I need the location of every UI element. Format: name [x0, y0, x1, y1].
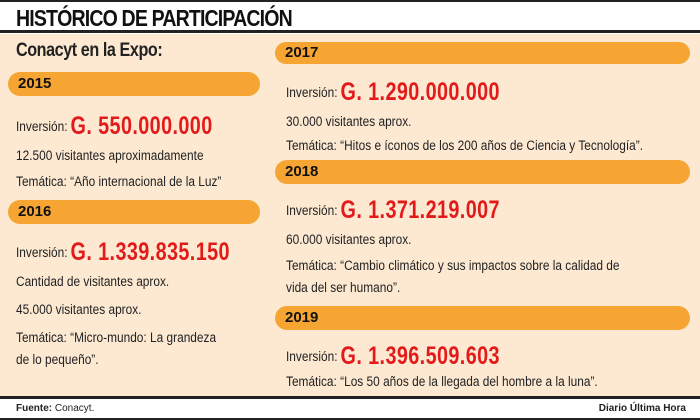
investment-amount: G. 1.290.000.000 — [340, 78, 501, 106]
source-line: Fuente: Conacyt. — [16, 403, 94, 414]
theme-text: Temática: “Micro-mundo: La grandeza — [16, 330, 217, 345]
theme-text-cont: vida del ser humano”. — [286, 280, 401, 295]
credit: Diario Última Hora — [598, 403, 686, 414]
theme-text: Temática: “Año internacional de la Luz” — [16, 174, 222, 189]
visitors-text: 12.500 visitantes aproximadamente — [16, 148, 204, 163]
visitors-text: 60.000 visitantes aprox. — [286, 232, 412, 247]
investment-line: Inversión: G. 1.339.835.150 — [16, 238, 248, 267]
year-pill-2018: 2018 — [275, 160, 690, 184]
investment-amount: G. 1.396.509.603 — [340, 342, 501, 370]
investment-amount: G. 550.000.000 — [70, 112, 213, 140]
investment-label: Inversión: — [286, 203, 338, 218]
page-title: HISTÓRICO DE PARTICIPACIÓN — [16, 5, 293, 31]
investment-label: Inversión: — [286, 349, 338, 364]
investment-label: Inversión: — [16, 119, 68, 134]
investment-line: Inversión: G. 1.371.219.007 — [286, 196, 518, 225]
theme-text: Temática: “Cambio climático y sus impact… — [286, 258, 620, 273]
investment-label: Inversión: — [16, 245, 68, 260]
investment-line: Inversión: G. 1.290.000.000 — [286, 78, 518, 107]
source: Conacyt. — [54, 403, 95, 414]
footer: Fuente: Conacyt. Diario Última Hora — [0, 396, 700, 420]
investment-label: Inversión: — [286, 85, 338, 100]
theme-text-cont: de lo pequeño”. — [16, 352, 99, 367]
year-pill-2019: 2019 — [275, 306, 690, 330]
investment-amount: G. 1.339.835.150 — [70, 238, 231, 266]
year-pill-2016: 2016 — [8, 200, 260, 224]
theme-text: Temática: “Hitos e íconos de los 200 año… — [286, 138, 644, 153]
visitors-text: 45.000 visitantes aprox. — [16, 302, 142, 317]
visitors-text: 30.000 visitantes aprox. — [286, 114, 412, 129]
investment-amount: G. 1.371.219.007 — [340, 196, 501, 224]
subtitle: Conacyt en la Expo: — [16, 40, 163, 61]
source-label: Fuente: — [16, 403, 53, 414]
investment-line: Inversión: G. 550.000.000 — [16, 112, 229, 141]
theme-text: Temática: “Los 50 años de la llegada del… — [286, 374, 598, 389]
investment-line: Inversión: G. 1.396.509.603 — [286, 342, 518, 371]
year-pill-2017: 2017 — [275, 42, 690, 64]
year-pill-2015: 2015 — [8, 72, 260, 96]
header: HISTÓRICO DE PARTICIPACIÓN — [0, 0, 700, 33]
content: Conacyt en la Expo: 2015 Inversión: G. 5… — [0, 34, 700, 396]
visitors-label: Cantidad de visitantes aprox. — [16, 274, 170, 289]
